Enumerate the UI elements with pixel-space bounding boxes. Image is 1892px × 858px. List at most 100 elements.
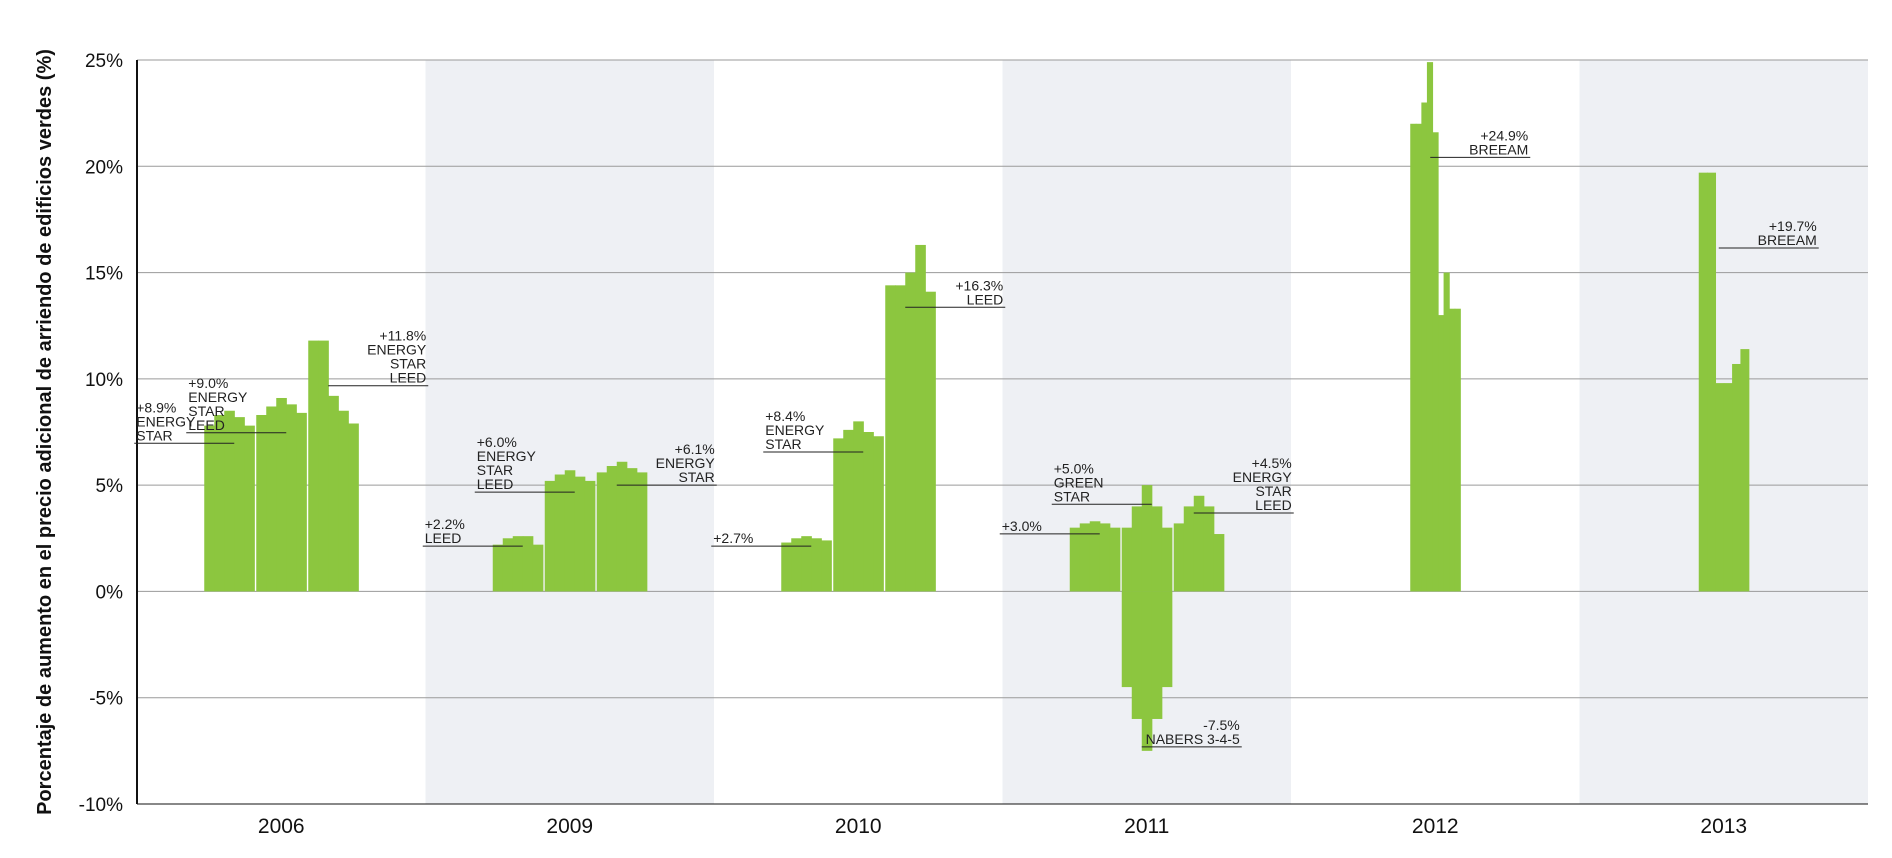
annotation-label: STAR [678, 469, 714, 485]
bar-segment [781, 542, 792, 592]
annotation-label: +24.9% [1480, 127, 1528, 143]
bar-segment [853, 421, 864, 592]
bar-segment [296, 412, 307, 592]
annotation-label: -7.5% [1203, 717, 1240, 733]
annotation-label: STAR [765, 436, 801, 452]
bar-segment [224, 410, 235, 592]
annotation-label: ENERGY [136, 413, 196, 429]
bar-segment [338, 410, 349, 592]
bar-segment [885, 285, 896, 592]
bar-segment [502, 538, 514, 592]
bar-segment [318, 340, 329, 592]
annotation-label: ENERGY [656, 455, 716, 471]
x-tick-label: 2012 [1412, 815, 1459, 838]
annotation-label: ENERGY [477, 448, 537, 464]
annotation-label: STAR [390, 356, 426, 372]
bar-segment [905, 272, 916, 592]
bar-negative-segment [1121, 591, 1133, 688]
bar-2011-1: +3.0% [999, 518, 1121, 592]
bar-segment [925, 291, 936, 592]
bar-segment [308, 340, 319, 592]
bar-segment [915, 244, 926, 592]
annotation-label: NABERS 3-4-5 [1146, 731, 1240, 747]
bar-segment [1707, 172, 1717, 592]
y-tick-label: -5% [89, 689, 123, 710]
bar-segment [636, 472, 648, 592]
annotation-label: LEED [390, 370, 427, 386]
bar-segment [1089, 521, 1101, 592]
bar-2012-1: +24.9%BREEAM [1410, 62, 1531, 592]
annotation-label: STAR [1255, 483, 1291, 499]
annotation-label: +4.5% [1252, 455, 1292, 471]
bar-segment [1213, 534, 1225, 592]
bar-segment [266, 406, 277, 592]
bar-segment [873, 436, 884, 592]
bar-segment [1099, 523, 1111, 592]
annotation-label: BREEAM [1469, 141, 1528, 157]
annotation-label: +19.7% [1769, 218, 1817, 234]
x-tick-label: 2011 [1124, 815, 1169, 838]
bar-segment [1161, 527, 1173, 592]
x-tick-label: 2013 [1700, 815, 1747, 838]
y-tick-label: -10% [79, 795, 123, 816]
bar-segment [286, 404, 297, 592]
bar-segment [843, 429, 854, 592]
annotation-label: ENERGY [1233, 469, 1293, 485]
annotation-label: +11.8% [379, 328, 426, 344]
bar-segment [1173, 523, 1185, 592]
y-tick-label: 20% [85, 157, 123, 178]
bar-segment [276, 397, 287, 592]
y-axis-title: Porcentaje de aumento en el precio adici… [34, 49, 56, 815]
bar-segment [1193, 495, 1205, 592]
annotation-label: LEED [477, 476, 514, 492]
bar-segment [328, 395, 339, 592]
y-tick-label: 5% [96, 476, 124, 497]
annotation-label: +9.0% [188, 375, 228, 391]
bar-segment [1410, 123, 1417, 592]
bar-negative-segment [1141, 591, 1153, 751]
bar-segment [214, 414, 225, 592]
bar-segment [204, 425, 215, 592]
bar-segment [1454, 308, 1461, 592]
bar-2009-1: +2.2%LEED [422, 516, 544, 592]
y-tick-label: 0% [96, 582, 124, 603]
x-tick-label: 2009 [546, 815, 593, 838]
bar-segment [1740, 349, 1750, 592]
bar-segment [1426, 62, 1434, 592]
annotation-label: LEED [425, 530, 462, 546]
bar-segment [1121, 527, 1133, 592]
bar-segment [1438, 315, 1445, 592]
bar-segment [811, 538, 822, 592]
y-tick-label: 10% [85, 370, 123, 391]
x-tick-label: 2010 [835, 815, 882, 838]
bar-segment [895, 285, 906, 592]
annotation-label: +6.1% [675, 441, 715, 457]
bar-segment [821, 540, 832, 592]
annotation-label: +8.4% [765, 408, 805, 424]
y-tick-label: 25% [85, 51, 123, 72]
annotation-label: ENERGY [367, 342, 427, 358]
annotation-label: LEED [967, 291, 1004, 307]
bar-segment [522, 536, 534, 592]
bar-segment [244, 425, 255, 592]
bar-segment [234, 417, 245, 592]
bar-segment [564, 470, 576, 592]
bar-segment [574, 476, 586, 592]
year-band-2009 [425, 60, 714, 804]
bar-segment [1432, 132, 1439, 592]
bar-segment [544, 480, 556, 592]
bar-segment [626, 468, 638, 592]
bar-negative-segment [1161, 591, 1173, 688]
bar-segment [1131, 506, 1143, 592]
annotation-label: STAR [188, 403, 224, 419]
annotation-label: BREEAM [1758, 232, 1817, 248]
bar-segment [348, 423, 359, 592]
annotation-label: STAR [136, 427, 172, 443]
annotation-label: ENERGY [765, 422, 825, 438]
